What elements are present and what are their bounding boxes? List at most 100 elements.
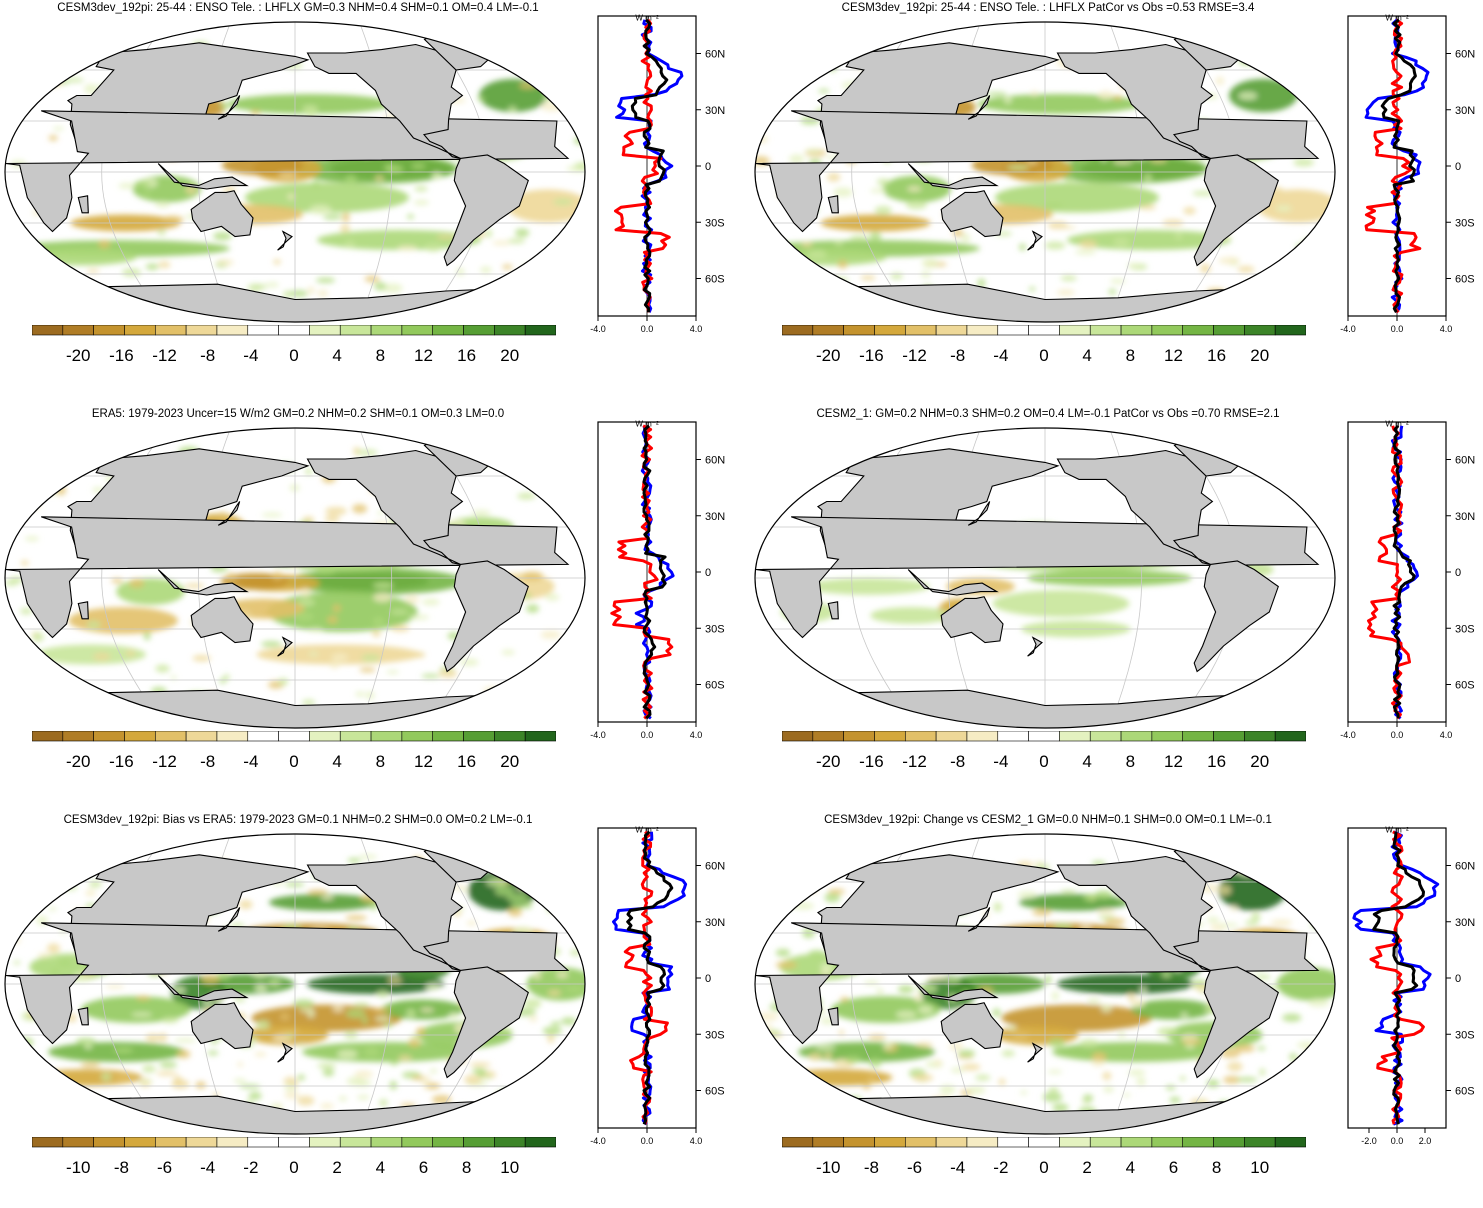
anomaly-speck xyxy=(89,457,102,463)
anomaly-speck xyxy=(1275,204,1292,212)
colorbar-swatch xyxy=(812,731,844,742)
anomaly-speck xyxy=(820,869,830,875)
anomaly-speck xyxy=(52,126,65,131)
anomaly-patch xyxy=(1256,189,1335,223)
anomaly-speck xyxy=(331,652,349,662)
anomaly-speck xyxy=(1238,91,1258,100)
anomaly-speck xyxy=(85,889,96,897)
anomaly-speck xyxy=(882,1042,893,1050)
world-map xyxy=(4,427,586,729)
profile-xtick-label: 4.0 xyxy=(1440,324,1453,334)
anomaly-speck xyxy=(507,105,517,113)
anomaly-speck xyxy=(105,984,125,989)
anomaly-speck xyxy=(492,240,511,246)
colorbar-swatch xyxy=(185,1137,218,1148)
land-samerica xyxy=(1193,966,1279,1079)
anomaly-speck xyxy=(20,560,29,566)
anomaly-speck xyxy=(1100,1004,1112,1013)
anomaly-speck xyxy=(1181,1039,1203,1045)
colorbar-swatch xyxy=(494,325,526,336)
anomaly-speck xyxy=(64,77,84,83)
anomaly-speck xyxy=(346,1076,365,1086)
land-japan xyxy=(967,501,991,526)
anomaly-speck xyxy=(390,625,410,632)
colorbar-swatch xyxy=(32,1137,64,1148)
anomaly-speck xyxy=(309,204,332,215)
anomaly-speck xyxy=(807,249,827,259)
anomaly-speck xyxy=(934,1058,942,1067)
anomaly-speck xyxy=(1236,1077,1258,1083)
profile-ytick-label: 30N xyxy=(705,511,725,523)
colorbar-swatch xyxy=(1059,1137,1091,1148)
anomaly-speck xyxy=(992,1008,1001,1017)
anomaly-speck xyxy=(315,277,336,284)
anomaly-speck xyxy=(237,1061,244,1068)
anomaly-speck xyxy=(397,245,418,251)
colorbar-swatch xyxy=(370,325,403,336)
anomaly-speck xyxy=(1282,1013,1302,1022)
land-samerica xyxy=(1193,560,1279,673)
colorbar-swatch xyxy=(1274,325,1306,336)
anomaly-speck xyxy=(824,892,841,903)
profile-ytick-label: 60S xyxy=(705,680,725,692)
anomaly-speck xyxy=(220,101,229,110)
map-border xyxy=(754,833,1336,1135)
anomaly-speck xyxy=(526,604,540,613)
anomaly-speck xyxy=(1165,1085,1176,1091)
anomaly-speck xyxy=(374,1016,391,1022)
colorbar-swatch xyxy=(1120,325,1153,336)
anomaly-speck xyxy=(1113,237,1129,247)
anomaly-speck xyxy=(338,1095,348,1102)
anomaly-patch xyxy=(870,607,953,624)
anomaly-speck xyxy=(914,993,923,1003)
anomaly-speck xyxy=(876,988,884,996)
colorbar-swatch xyxy=(494,1137,526,1148)
colorbar-swatch xyxy=(1028,731,1060,742)
anomaly-speck xyxy=(1293,158,1315,167)
panel-title: CESM3dev_192pi: Change vs CESM2_1 GM=0.0… xyxy=(824,814,1272,826)
anomaly-speck xyxy=(373,592,392,603)
land-indonesia xyxy=(907,569,999,596)
land-madagascar xyxy=(77,1007,89,1026)
colorbar-label: 6 xyxy=(419,1158,428,1177)
profile-ytick-label: 30N xyxy=(1455,105,1475,117)
anomaly-speck xyxy=(121,268,142,277)
profile-ytick-label: 0 xyxy=(705,161,711,173)
anomaly-speck xyxy=(49,885,59,896)
colorbar-swatch xyxy=(782,1137,814,1148)
colorbar-swatch xyxy=(524,731,556,742)
colorbar-swatch xyxy=(124,325,156,336)
colorbar-label: 8 xyxy=(376,346,385,365)
colorbar-swatch xyxy=(1120,731,1153,742)
land-japan xyxy=(967,95,991,120)
anomaly-speck xyxy=(508,908,523,917)
anomaly-speck xyxy=(254,983,268,992)
anomaly-speck xyxy=(158,261,171,269)
anomaly-speck xyxy=(295,1043,307,1048)
anomaly-speck xyxy=(1206,1079,1220,1088)
anomaly-speck xyxy=(1175,230,1183,241)
anomaly-speck xyxy=(372,616,385,627)
anomaly-speck xyxy=(285,1033,295,1039)
colorbar-label: 10 xyxy=(1250,1158,1269,1177)
anomaly-speck xyxy=(93,652,111,661)
profile-line xyxy=(630,18,669,313)
anomaly-speck xyxy=(521,263,541,271)
anomaly-speck xyxy=(219,678,226,684)
anomaly-speck xyxy=(159,1061,178,1068)
colorbar-swatch xyxy=(370,731,403,742)
anomaly-speck xyxy=(48,135,58,141)
anomaly-speck xyxy=(1091,1051,1107,1062)
anomaly-speck xyxy=(1110,278,1126,284)
anomaly-speck xyxy=(67,52,75,58)
colorbar-label: -12 xyxy=(152,752,177,771)
anomaly-speck xyxy=(68,1093,90,1100)
colorbar-label: -4 xyxy=(993,346,1008,365)
anomaly-speck xyxy=(1128,992,1135,1002)
colorbar-swatch xyxy=(1120,1137,1153,1148)
anomaly-speck xyxy=(370,901,378,911)
anomaly-speck xyxy=(247,283,262,292)
map-panel: CESM3dev_192pi: Bias vs ERA5: 1979-2023 … xyxy=(0,812,740,1208)
anomaly-speck xyxy=(1206,916,1220,924)
anomaly-speck xyxy=(409,614,430,620)
